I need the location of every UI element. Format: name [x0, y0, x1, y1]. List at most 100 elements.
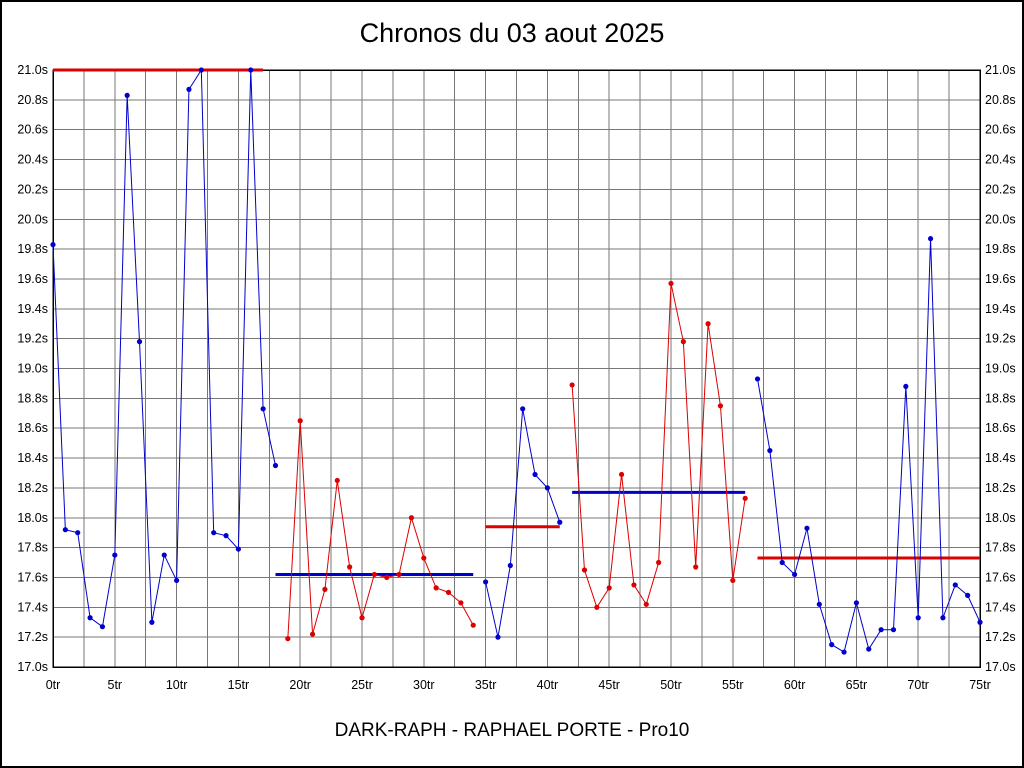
y-axis-tick-label-right: 19.2s [985, 332, 1016, 346]
chart-title: Chronos du 03 aout 2025 [359, 18, 665, 48]
lap-time-point-heat-5 [804, 525, 810, 531]
x-axis-tick-label: 60tr [784, 678, 806, 692]
x-axis-tick-label: 55tr [722, 678, 744, 692]
lap-time-line-heat-3 [485, 408, 561, 638]
x-axis-tick-label: 45tr [598, 678, 620, 692]
lap-time-point-heat-5 [816, 601, 822, 607]
lap-time-line-heat-5 [757, 238, 981, 653]
y-axis-tick-label-left: 17.8s [17, 541, 48, 555]
y-axis-tick-label-left: 19.0s [17, 362, 48, 376]
lap-time-point-heat-1 [124, 92, 130, 98]
lap-time-point-heat-5 [927, 236, 934, 242]
lap-time-point-heat-4 [569, 382, 575, 388]
x-axis-tick-label: 5tr [108, 678, 123, 692]
lap-time-point-heat-2 [384, 574, 390, 581]
x-axis-tick-label: 20tr [289, 678, 311, 692]
x-axis-tick-label: 50tr [660, 678, 682, 692]
y-axis-tick-label-right: 17.0s [985, 660, 1016, 674]
y-axis-tick-label-left: 19.4s [17, 302, 48, 316]
lap-time-point-heat-3 [483, 579, 489, 585]
lap-time-point-heat-4 [581, 567, 588, 573]
y-axis-tick-label-right: 19.8s [985, 242, 1016, 256]
lap-time-point-heat-1 [87, 615, 93, 621]
lap-time-point-heat-5 [965, 592, 971, 598]
lap-time-point-heat-4 [730, 577, 736, 584]
x-axis-tick-label: 35tr [475, 678, 497, 692]
lap-time-line-heat-2 [287, 420, 474, 639]
lap-time-point-heat-3 [544, 485, 551, 491]
lap-time-point-heat-2 [458, 600, 464, 606]
lap-time-point-heat-2 [408, 515, 415, 521]
lap-time-point-heat-1 [211, 530, 217, 536]
x-axis-tick-label: 70tr [907, 678, 929, 692]
lap-time-point-heat-5 [829, 642, 835, 648]
lap-time-point-heat-3 [520, 406, 526, 412]
lap-time-point-heat-5 [977, 619, 983, 625]
y-axis-tick-label-right: 20.0s [985, 212, 1016, 226]
x-axis-tick-label: 15tr [228, 678, 250, 692]
lap-time-point-heat-3 [507, 562, 513, 569]
lap-time-point-heat-2 [322, 586, 328, 592]
lap-time-point-heat-2 [433, 585, 439, 591]
y-axis-tick-label-right: 17.4s [985, 600, 1016, 614]
lap-time-point-heat-2 [285, 636, 291, 642]
lap-time-point-heat-4 [618, 471, 625, 478]
lap-time-point-heat-2 [421, 555, 427, 561]
lap-time-point-heat-1 [161, 552, 167, 558]
lap-time-point-heat-1 [272, 462, 279, 469]
y-axis-tick-label-left: 20.8s [17, 93, 48, 107]
lap-time-point-heat-5 [890, 627, 897, 633]
lap-time-point-heat-5 [903, 383, 909, 390]
lap-time-point-heat-1 [198, 67, 204, 73]
lap-time-point-heat-1 [62, 527, 68, 533]
y-axis-tick-label-left: 19.8s [17, 242, 48, 256]
lap-time-point-heat-1 [75, 530, 81, 536]
lap-time-point-heat-2 [309, 631, 316, 637]
lap-time-point-heat-2 [347, 564, 353, 570]
lap-time-point-heat-4 [705, 321, 711, 327]
x-axis-tick-label: 65tr [846, 678, 868, 692]
y-axis-tick-label-left: 20.4s [17, 153, 48, 167]
y-axis-tick-label-left: 18.8s [17, 391, 48, 405]
lap-time-point-heat-5 [841, 649, 847, 655]
x-axis-tick-label: 40tr [537, 678, 559, 692]
lap-time-point-heat-5 [915, 615, 921, 621]
y-axis-tick-label-left: 20.6s [17, 123, 48, 137]
lap-time-point-heat-1 [186, 86, 192, 93]
lap-time-point-heat-2 [297, 418, 303, 424]
x-axis-tick-label: 30tr [413, 678, 435, 692]
y-axis-tick-label-right: 21.0s [985, 63, 1016, 77]
lap-time-point-heat-1 [112, 552, 118, 558]
y-axis-tick-label-left: 18.0s [17, 511, 48, 525]
y-axis-tick-label-right: 17.8s [985, 541, 1016, 555]
x-axis-tick-label: 0tr [46, 678, 61, 692]
y-axis-tick-label-right: 17.2s [985, 630, 1016, 644]
y-axis-tick-label-left: 17.4s [17, 600, 48, 614]
x-axis-tick-label: 25tr [351, 678, 373, 692]
lap-time-point-heat-5 [779, 559, 785, 566]
y-axis-tick-label-right: 19.4s [985, 302, 1016, 316]
lap-time-point-heat-5 [940, 615, 946, 621]
lap-time-point-heat-1 [260, 406, 266, 412]
y-axis-tick-label-left: 20.2s [17, 182, 48, 196]
lap-time-point-heat-5 [853, 600, 860, 606]
lap-time-point-heat-4 [680, 339, 686, 345]
lap-time-point-heat-1 [235, 546, 241, 552]
lap-time-point-heat-2 [445, 589, 452, 595]
x-axis-tick-label: 75tr [969, 678, 991, 692]
lap-time-point-heat-5 [754, 376, 761, 382]
y-axis-tick-label-left: 17.0s [17, 660, 48, 674]
plot-border [52, 69, 981, 668]
y-axis-tick-label-left: 21.0s [17, 63, 48, 77]
y-axis-tick-label-right: 19.0s [985, 362, 1016, 376]
lap-time-point-heat-1 [136, 339, 143, 345]
y-axis-tick-label-left: 19.6s [17, 272, 48, 286]
lap-time-point-heat-3 [532, 471, 538, 478]
y-axis-tick-label-right: 17.6s [985, 570, 1016, 584]
lap-time-point-heat-3 [557, 519, 563, 525]
y-axis-tick-label-left: 18.4s [17, 451, 48, 465]
y-axis-tick-label-right: 20.8s [985, 93, 1016, 107]
y-axis-tick-label-right: 20.4s [985, 153, 1016, 167]
